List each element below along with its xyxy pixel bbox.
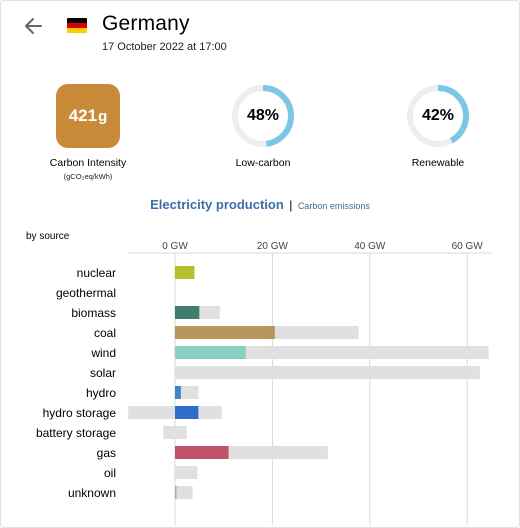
production-bar: [175, 346, 246, 359]
source-label: wind: [90, 346, 116, 360]
x-tick-label: 60 GW: [452, 241, 484, 252]
source-label: solar: [90, 366, 116, 380]
tab-separator: |: [289, 198, 293, 212]
source-label: coal: [94, 326, 116, 340]
renewable-label: Renewable: [411, 157, 465, 169]
production-bar: [175, 306, 200, 319]
low-carbon-percent: 48%: [246, 107, 280, 124]
zone-header: Germany 17 October 2022 at 17:00: [1, 1, 519, 71]
source-label: hydro storage: [43, 406, 117, 420]
production-by-source-chart: 0 GW 20 GW 40 GW 60 GW nuclear geothermal biom…: [36, 241, 491, 525]
low-carbon-gauge: [232, 85, 294, 147]
capacity-bar: [175, 346, 489, 359]
production-bar: [175, 406, 199, 419]
source-label: battery storage: [36, 426, 116, 440]
tab-electricity-production[interactable]: Electricity production: [150, 197, 284, 212]
carbon-intensity-badge: 421 g: [56, 84, 120, 148]
carbon-intensity-label: Carbon Intensity: [49, 157, 127, 169]
country-name: Germany: [102, 12, 190, 35]
chart-subtitle: by source: [26, 231, 70, 242]
chart-tabs: Electricity production | Carbon emission…: [1, 196, 519, 214]
capacity-bar: [175, 366, 480, 379]
carbon-intensity-value: 421: [68, 106, 98, 125]
production-bar: [175, 266, 195, 279]
source-label: geothermal: [56, 286, 116, 300]
x-tick-label: 20 GW: [257, 241, 289, 252]
x-tick-label: 0 GW: [162, 241, 188, 252]
capacity-bar: [175, 466, 198, 479]
production-bar: [175, 486, 177, 499]
capacity-bar: [175, 486, 193, 499]
low-carbon-label: Low-carbon: [235, 157, 291, 169]
germany-flag-icon: [67, 18, 87, 33]
carbon-intensity-unit: g: [98, 107, 108, 125]
carbon-intensity-unit-label: (gCO₂eq/kWh): [63, 172, 113, 181]
arrow-left-icon[interactable]: [23, 15, 45, 37]
tab-carbon-emissions[interactable]: Carbon emissions: [297, 201, 370, 211]
source-label: biomass: [71, 306, 116, 320]
source-label: hydro: [86, 386, 116, 400]
source-label: gas: [97, 446, 116, 460]
source-label: oil: [104, 466, 116, 480]
production-bar: [175, 326, 275, 339]
production-bar: [175, 446, 229, 459]
x-tick-label: 40 GW: [354, 241, 386, 252]
capacity-bar: [163, 426, 187, 439]
renewable-percent: 42%: [421, 107, 455, 124]
renewable-gauge: [407, 85, 469, 147]
datetime-label: 17 October 2022 at 17:00: [102, 41, 227, 53]
production-bar: [175, 386, 181, 399]
source-label: nuclear: [77, 266, 116, 280]
source-label: unknown: [68, 486, 116, 500]
